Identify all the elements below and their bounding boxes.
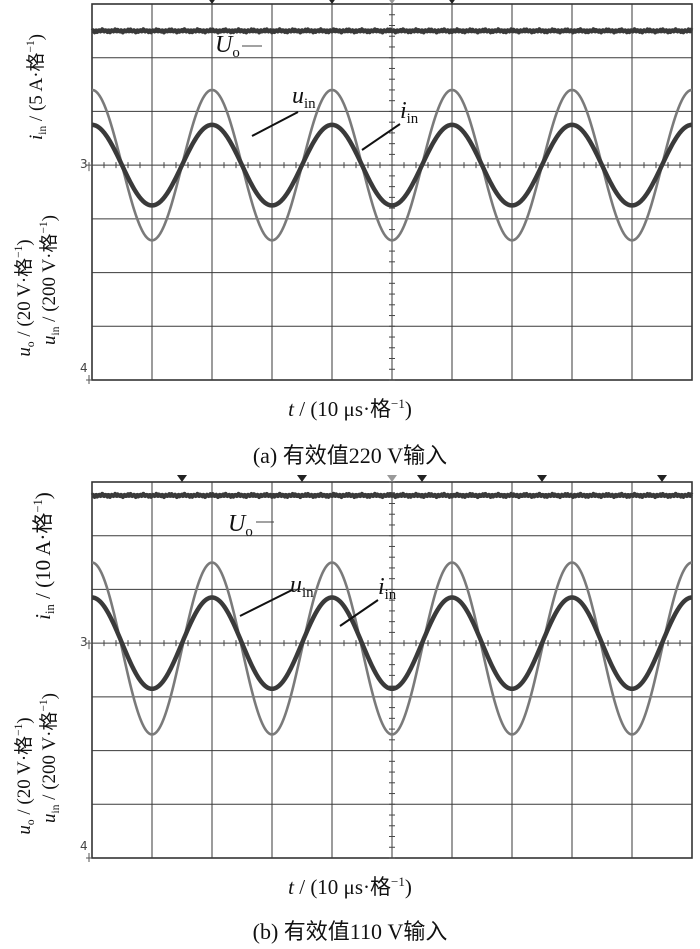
trace-i-in — [90, 595, 694, 692]
ground-marker-label: 3 — [80, 157, 88, 171]
svg-text:uin / (200 V·格−1): uin / (200 V·格−1) — [38, 693, 62, 823]
trigger-marker — [177, 475, 187, 482]
trace-u-in — [91, 88, 693, 242]
ground-marker-label: 3 — [80, 635, 88, 649]
ground-marker-icon — [86, 162, 92, 172]
y-axis-label-top-b: iin / (10 A·格−1) — [31, 492, 57, 620]
series-label-Uo: Uo — [228, 511, 253, 540]
scope-chart-a: 3 4 Uo uin iin iin / (5 A·格−1) uo / (20 V·格−1)… — [13, 0, 694, 384]
trace-u-in — [91, 561, 693, 736]
x-axis-label-a: t / (10 μs·格−1) — [0, 393, 700, 423]
x-axis-exp-a: −1 — [391, 396, 405, 411]
x-axis-close-b: ) — [404, 875, 412, 899]
caption-a: (a) 有效值220 V输入 — [252, 443, 448, 468]
trace-U-o — [90, 27, 694, 35]
leader-line-u-in — [251, 111, 299, 137]
x-axis-var-b: t — [288, 875, 294, 899]
waveform-panel-b: 3 4 Uo uin iin iin / (10 A·格−1) uo / (20 V·格−1… — [0, 475, 700, 949]
trace-U-o — [90, 491, 694, 500]
x-axis-var-a: t — [288, 397, 294, 421]
x-axis-label-b: t / (10 μs·格−1) — [0, 871, 700, 901]
trigger-marker — [417, 475, 427, 482]
y-axis-label-uo-b: uo / (20 V·格−1) — [13, 717, 37, 834]
y-axis-label-top-a: iin / (5 A·格−1) — [25, 34, 49, 140]
ground-marker-icon — [86, 640, 92, 650]
center-marker — [389, 0, 395, 4]
svg-text:uin / (200 V·格−1): uin / (200 V·格−1) — [38, 215, 62, 345]
svg-text:uo / (20 V·格−1): uo / (20 V·格−1) — [13, 239, 37, 356]
y-axis-label-uo-a: uo / (20 V·格−1) — [13, 239, 37, 356]
bottom-marker-icon — [86, 375, 92, 384]
trigger-marker — [329, 0, 335, 4]
leader-line-i-in — [339, 599, 379, 627]
trigger-marker — [537, 475, 547, 482]
center-marker — [387, 475, 397, 482]
bottom-marker-label: 4 — [80, 839, 88, 853]
waveform-panel-a: 3 4 Uo uin iin iin / (5 A·格−1) uo / (20 V·格−1)… — [0, 0, 700, 468]
y-axis-label-uin-b: uin / (200 V·格−1) — [38, 693, 62, 823]
svg-text:iin / (5 A·格−1): iin / (5 A·格−1) — [25, 34, 49, 140]
caption-b: (b) 有效值110 V输入 — [252, 919, 448, 944]
annotation-u-in: uin — [292, 83, 316, 112]
trigger-marker — [449, 0, 455, 4]
annotation-u-in: uin — [290, 572, 314, 601]
x-axis-exp-b: −1 — [391, 874, 405, 889]
annotation-i-in: iin — [400, 98, 419, 127]
x-axis-close-a: ) — [404, 397, 412, 421]
x-axis-unit-b: / (10 μs·格 — [293, 875, 391, 899]
x-axis-unit-a: / (10 μs·格 — [293, 397, 391, 421]
annotation-i-in: iin — [378, 574, 397, 603]
svg-text:iin / (10 A·格−1): iin / (10 A·格−1) — [31, 492, 57, 620]
series-label-Uo: Uo — [215, 32, 240, 61]
trigger-marker — [297, 475, 307, 482]
leader-line-i-in — [361, 123, 401, 151]
leader-line-u-in — [239, 589, 293, 617]
trace-i-in — [90, 122, 694, 208]
scope-chart-b: 3 4 Uo uin iin iin / (10 A·格−1) uo / (20 V·格−1… — [13, 475, 694, 862]
trigger-marker — [209, 0, 215, 4]
bottom-marker-label: 4 — [80, 361, 88, 375]
svg-text:uo / (20 V·格−1): uo / (20 V·格−1) — [13, 717, 37, 834]
bottom-marker-icon — [86, 853, 92, 862]
y-axis-label-uin-a: uin / (200 V·格−1) — [38, 215, 62, 345]
trigger-marker — [657, 475, 667, 482]
